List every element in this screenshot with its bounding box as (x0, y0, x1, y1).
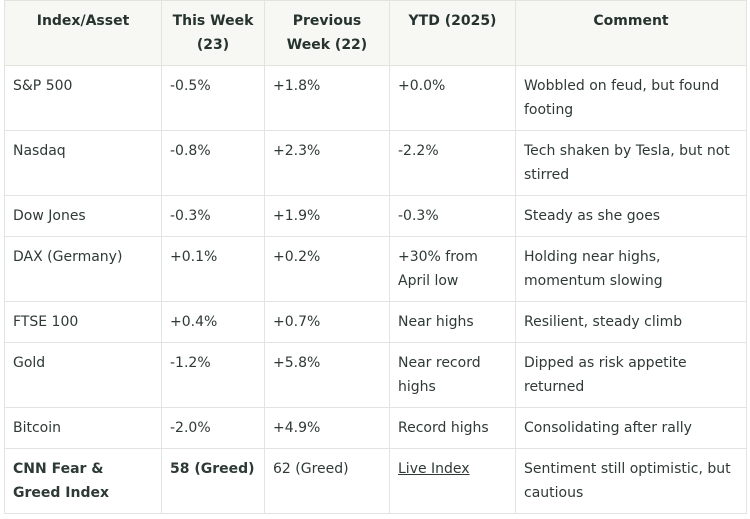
this-week-cell: +0.4% (162, 302, 265, 343)
comment-cell: Wobbled on feud, but found footing (516, 66, 747, 131)
asset-cell: Gold (5, 343, 162, 408)
ytd-cell: Near highs (390, 302, 516, 343)
asset-cell: DAX (Germany) (5, 237, 162, 302)
comment-cell: Consolidating after rally (516, 408, 747, 449)
header-row: Index/Asset This Week (23) Previous Week… (5, 1, 747, 66)
asset-cell: CNN Fear & Greed Index (5, 449, 162, 514)
ytd-cell: -0.3% (390, 196, 516, 237)
table-row: Dow Jones -0.3% +1.9% -0.3% Steady as sh… (5, 196, 747, 237)
ytd-cell: +0.0% (390, 66, 516, 131)
prev-week-cell: +0.2% (265, 237, 390, 302)
asset-cell: S&P 500 (5, 66, 162, 131)
comment-cell: Resilient, steady climb (516, 302, 747, 343)
comment-cell: Holding near highs, momentum slowing (516, 237, 747, 302)
table-row: Nasdaq -0.8% +2.3% -2.2% Tech shaken by … (5, 131, 747, 196)
this-week-cell: 58 (Greed) (162, 449, 265, 514)
asset-cell: Dow Jones (5, 196, 162, 237)
comment-cell: Dipped as risk appetite returned (516, 343, 747, 408)
asset-cell: FTSE 100 (5, 302, 162, 343)
prev-week-cell: +1.8% (265, 66, 390, 131)
asset-cell: Nasdaq (5, 131, 162, 196)
ytd-cell: Record highs (390, 408, 516, 449)
ytd-cell: Near record highs (390, 343, 516, 408)
table-row: S&P 500 -0.5% +1.8% +0.0% Wobbled on feu… (5, 66, 747, 131)
table-row: DAX (Germany) +0.1% +0.2% +30% from Apri… (5, 237, 747, 302)
comment-cell: Tech shaken by Tesla, but not stirred (516, 131, 747, 196)
this-week-cell: +0.1% (162, 237, 265, 302)
table-row: Gold -1.2% +5.8% Near record highs Dippe… (5, 343, 747, 408)
asset-cell: Bitcoin (5, 408, 162, 449)
this-week-cell: -0.3% (162, 196, 265, 237)
header-this-week: This Week (23) (162, 1, 265, 66)
ytd-cell: -2.2% (390, 131, 516, 196)
live-index-link[interactable]: Live Index (398, 461, 470, 477)
header-index-asset: Index/Asset (5, 1, 162, 66)
comment-cell: Sentiment still optimistic, but cautious (516, 449, 747, 514)
prev-week-cell: +5.8% (265, 343, 390, 408)
this-week-cell: -1.2% (162, 343, 265, 408)
table-row: FTSE 100 +0.4% +0.7% Near highs Resilien… (5, 302, 747, 343)
ytd-cell: Live Index (390, 449, 516, 514)
header-comment: Comment (516, 1, 747, 66)
header-ytd: YTD (2025) (390, 1, 516, 66)
prev-week-cell: +1.9% (265, 196, 390, 237)
prev-week-cell: 62 (Greed) (265, 449, 390, 514)
this-week-cell: -2.0% (162, 408, 265, 449)
this-week-cell: -0.5% (162, 66, 265, 131)
this-week-cell: -0.8% (162, 131, 265, 196)
prev-week-cell: +0.7% (265, 302, 390, 343)
prev-week-cell: +4.9% (265, 408, 390, 449)
comment-cell: Steady as she goes (516, 196, 747, 237)
prev-week-cell: +2.3% (265, 131, 390, 196)
table-row: Bitcoin -2.0% +4.9% Record highs Consoli… (5, 408, 747, 449)
header-previous-week: Previous Week (22) (265, 1, 390, 66)
ytd-cell: +30% from April low (390, 237, 516, 302)
market-summary-table: Index/Asset This Week (23) Previous Week… (4, 0, 747, 514)
table-row: CNN Fear & Greed Index 58 (Greed) 62 (Gr… (5, 449, 747, 514)
